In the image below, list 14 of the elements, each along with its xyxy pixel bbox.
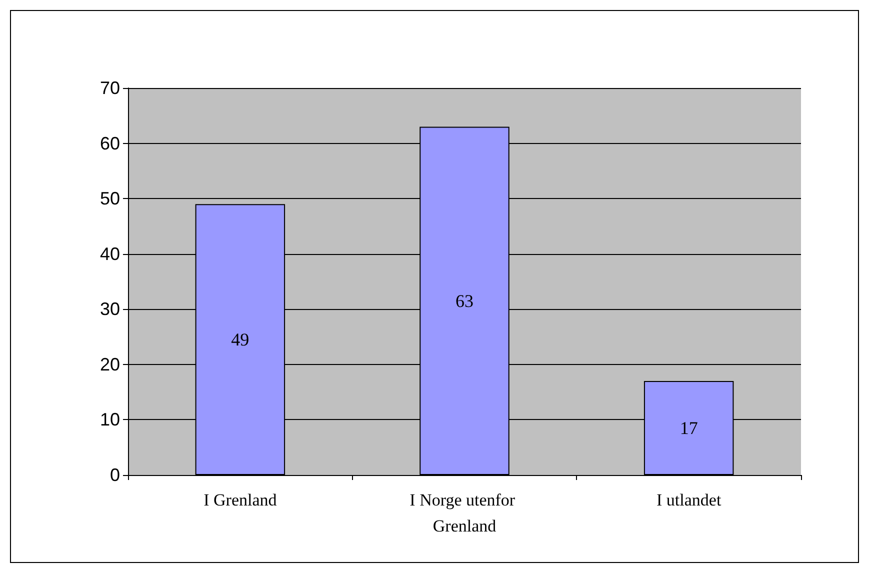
data-label: 63 — [456, 290, 474, 311]
x-tick-label: I Norge utenfor Grenland — [410, 490, 520, 536]
y-tick-label: 20 — [100, 354, 120, 374]
y-tick-label: 60 — [100, 133, 120, 154]
y-tick-label: 70 — [100, 78, 120, 98]
y-tick-label: 40 — [100, 244, 120, 264]
y-tick-label: 0 — [110, 465, 120, 485]
data-label: 49 — [231, 330, 250, 350]
x-tick-label: I utlandet — [656, 490, 722, 510]
y-tick-label: 50 — [100, 188, 120, 209]
y-tick-label: 10 — [100, 410, 120, 430]
data-label: 17 — [680, 418, 698, 438]
y-tick-label: 30 — [100, 299, 120, 320]
x-tick-label: I Grenland — [204, 490, 278, 510]
